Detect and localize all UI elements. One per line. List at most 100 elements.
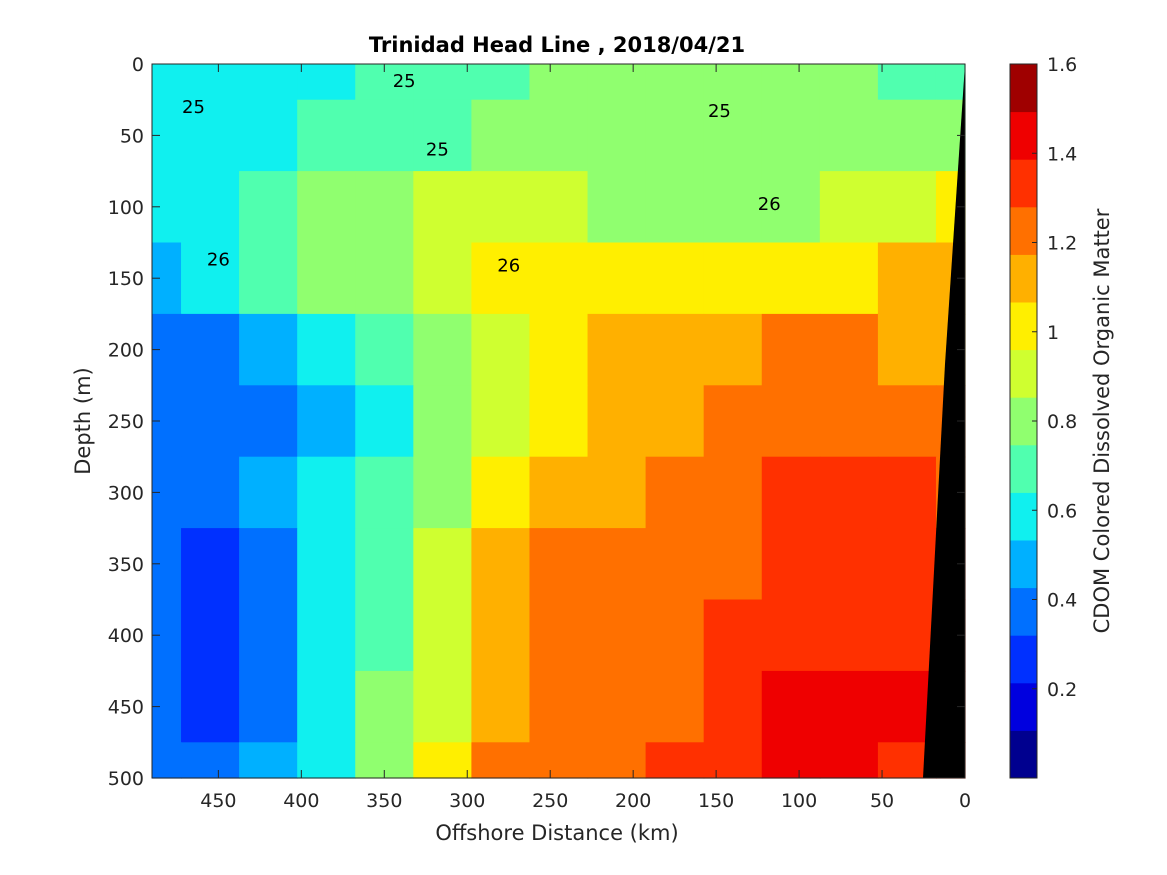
x-tick-label: 250 — [532, 790, 568, 812]
heatmap-cell — [587, 742, 647, 779]
colorbar-segment — [1010, 206, 1037, 255]
heatmap-cell — [297, 313, 356, 386]
heatmap-cell — [529, 313, 589, 386]
colorbar-tick-label: 0.4 — [1047, 590, 1077, 612]
plot-area: 450 400 350 300 250 200 150 100 50 00501001502002… — [108, 54, 971, 812]
colorbar-segment — [1010, 635, 1037, 684]
heatmap-cell — [645, 64, 705, 101]
heatmap-cell — [819, 456, 879, 529]
heatmap-cell — [645, 742, 705, 779]
heatmap-cell — [413, 242, 472, 315]
heatmap-cell — [181, 528, 240, 601]
colorbar-segment — [1010, 64, 1037, 113]
heatmap-cell — [152, 64, 182, 101]
heatmap-cell — [471, 670, 531, 743]
y-tick-label: 350 — [108, 554, 144, 576]
heatmap-cell — [529, 599, 589, 672]
heatmap-cell — [239, 64, 298, 101]
heatmap-cell — [645, 456, 705, 529]
heatmap-cell — [587, 171, 647, 244]
heatmap-cell — [239, 528, 298, 601]
heatmap-cell — [181, 242, 240, 315]
heatmap-cell — [471, 313, 531, 386]
heatmap-cell — [761, 385, 821, 458]
heatmap-cell — [181, 456, 240, 529]
colorbar-tick-label: 1.4 — [1047, 143, 1077, 165]
heatmap-cell — [761, 742, 821, 779]
heatmap-cell — [819, 64, 879, 101]
heatmap-cell — [877, 242, 937, 315]
heatmap-cell — [529, 64, 589, 101]
colorbar-segment — [1010, 302, 1037, 351]
x-tick-label: 400 — [283, 790, 319, 812]
heatmap-cell — [819, 528, 879, 601]
heatmap-cell — [761, 242, 821, 315]
heatmap-cell — [877, 99, 937, 172]
heatmap-cell — [471, 456, 531, 529]
x-tick-label: 50 — [870, 790, 894, 812]
heatmap-cell — [355, 313, 414, 386]
heatmap-cell — [413, 742, 472, 779]
heatmap-cell — [413, 385, 472, 458]
heatmap-cell — [355, 599, 414, 672]
heatmap-cell — [297, 670, 356, 743]
heatmap-cell — [645, 171, 705, 244]
heatmap-cell — [761, 670, 821, 743]
heatmap-cell — [413, 313, 472, 386]
heatmap-cell — [761, 528, 821, 601]
y-tick-label: 450 — [108, 697, 144, 719]
heatmap-cell — [297, 385, 356, 458]
heatmap-cell — [529, 171, 589, 244]
heatmap-cell — [355, 99, 414, 172]
heatmap-cell — [703, 528, 763, 601]
heatmap-cell — [529, 242, 589, 315]
heatmap-cell — [297, 742, 356, 779]
heatmap-cell — [645, 99, 705, 172]
heatmap-cell — [355, 528, 414, 601]
heatmap-cell — [355, 456, 414, 529]
contour-label: 25 — [426, 140, 449, 161]
heatmap-cell — [471, 742, 531, 779]
contour-label: 25 — [708, 101, 731, 122]
heatmap-cell — [355, 385, 414, 458]
heatmap-cell — [645, 670, 705, 743]
colorbar-segment — [1010, 111, 1037, 160]
heatmap-cell — [587, 456, 647, 529]
colorbar-segment — [1010, 254, 1037, 303]
heatmap-cell — [181, 742, 240, 779]
colorbar-tick-label: 1.6 — [1047, 54, 1077, 76]
heatmap-cell — [297, 242, 356, 315]
heatmap-cell — [413, 528, 472, 601]
heatmap-cell — [152, 742, 182, 779]
x-tick-label: 100 — [781, 790, 817, 812]
heatmap-cell — [529, 670, 589, 743]
heatmap-cell — [181, 64, 240, 101]
contour-label: 25 — [393, 71, 416, 92]
heatmap-cell — [529, 528, 589, 601]
heatmap-cell — [471, 599, 531, 672]
heatmap-cell — [413, 64, 472, 101]
seafloor-wedge — [923, 64, 965, 778]
heatmap-cell — [761, 171, 821, 244]
heatmap-cell — [703, 599, 763, 672]
colorbar-segment — [1010, 492, 1037, 541]
colorbar-segment — [1010, 682, 1037, 731]
heatmap-cell — [877, 385, 937, 458]
heatmap-cell — [529, 385, 589, 458]
heatmap-cell — [819, 242, 879, 315]
x-tick-label: 450 — [200, 790, 236, 812]
heatmap-cell — [355, 171, 414, 244]
heatmap-cell — [587, 313, 647, 386]
heatmap-cell — [239, 456, 298, 529]
heatmap-cell — [645, 528, 705, 601]
colorbar-tick-label: 1 — [1047, 322, 1059, 344]
heatmap-cell — [703, 456, 763, 529]
heatmap-cell — [239, 599, 298, 672]
heatmap-cell — [587, 528, 647, 601]
colorbar-segment — [1010, 159, 1037, 208]
heatmap-cell — [819, 742, 879, 779]
contour-label: 26 — [497, 255, 520, 276]
x-tick-label: 0 — [959, 790, 971, 812]
colorbar: 0.2 0.4 0.6 0.8 1 1.2 1.4 1.6 — [1009, 54, 1077, 779]
